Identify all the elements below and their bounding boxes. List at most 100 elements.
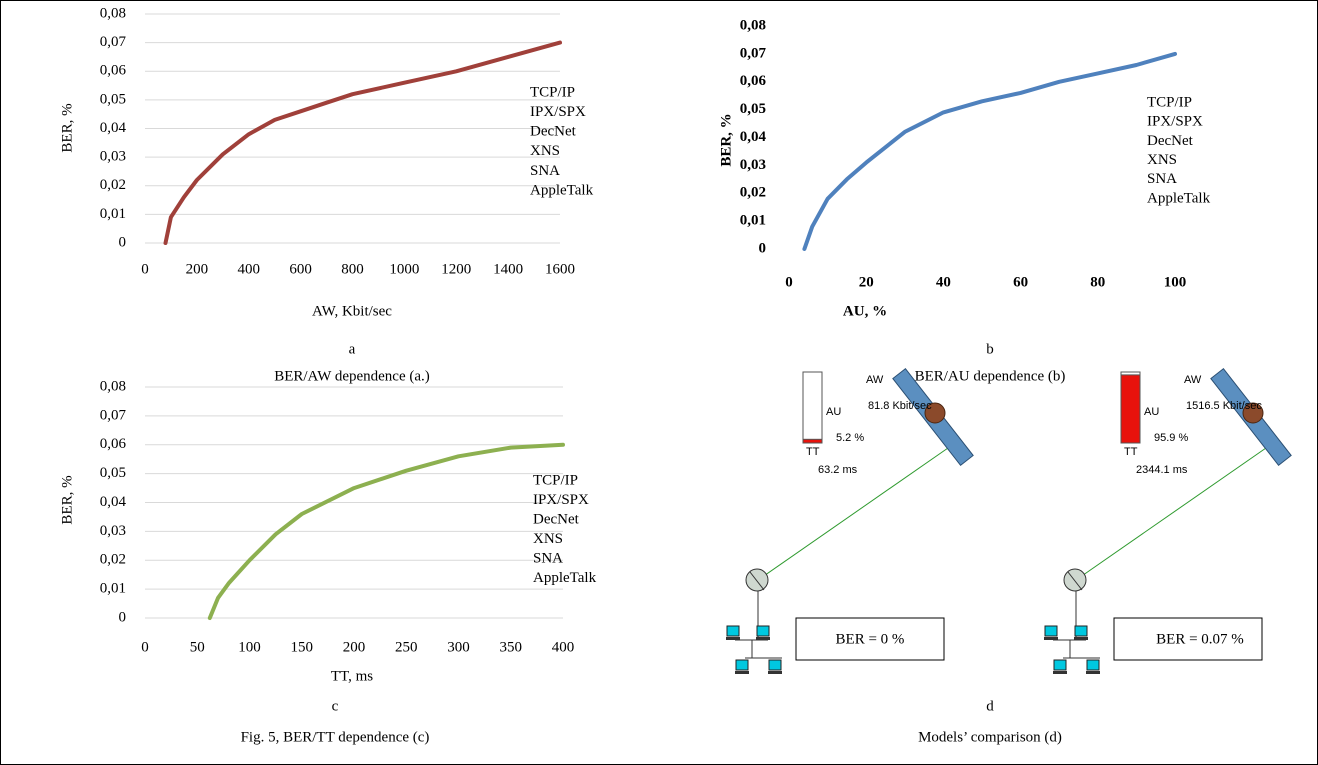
- keyboard: [1074, 637, 1088, 640]
- panel-label: b: [986, 341, 994, 357]
- y-tick-label: 0: [119, 609, 127, 625]
- model: AW 81.8 Kbit/sec AU 5.2 % TT 63.2 ms BER = 0 %: [726, 368, 974, 674]
- legend-label: IPX/SPX: [530, 104, 586, 120]
- computer: [726, 625, 740, 637]
- legend-label: TCP/IP: [533, 472, 578, 488]
- computer: [735, 659, 749, 671]
- computer: [768, 659, 782, 671]
- au-value: 95.9 %: [1154, 432, 1188, 444]
- aw-value: 1516.5 Kbit/sec: [1186, 400, 1262, 412]
- au-label: AU: [1144, 406, 1159, 418]
- legend-label: XNS: [530, 143, 560, 159]
- legend-label: XNS: [533, 531, 563, 547]
- aw-value: 81.8 Kbit/sec: [868, 400, 932, 412]
- panel-label: a: [349, 341, 356, 357]
- y-tick-label: 0,04: [100, 494, 127, 510]
- y-tick-label: 0,08: [100, 5, 126, 21]
- data-line: [207, 442, 565, 620]
- y-tick-label: 0: [119, 234, 127, 250]
- keyboard: [1086, 671, 1100, 674]
- x-tick-label: 200: [186, 261, 209, 277]
- keyboard: [768, 671, 782, 674]
- legend-label: SNA: [1147, 171, 1177, 187]
- x-tick-label: 0: [785, 274, 793, 290]
- x-tick-label: 100: [238, 639, 261, 655]
- x-tick-label: 1600: [545, 261, 575, 277]
- y-tick-label: 0: [759, 240, 767, 256]
- y-axis-title: BER, %: [718, 113, 734, 166]
- x-axis-title: TT, ms: [331, 668, 373, 684]
- x-tick-label: 300: [447, 639, 470, 655]
- y-tick-label: 0,07: [100, 34, 127, 50]
- x-axis-title: AW, Kbit/sec: [312, 303, 392, 319]
- data-line: [802, 51, 1177, 251]
- caption: BER/AU dependence (b): [915, 368, 1066, 384]
- y-tick-label: 0,05: [100, 465, 126, 481]
- x-tick-label: 600: [289, 261, 312, 277]
- aw-label: AW: [866, 374, 884, 386]
- y-tick-label: 0,01: [100, 206, 126, 222]
- dish: [745, 568, 769, 592]
- y-tick-label: 0,04: [100, 120, 127, 136]
- y-tick-label: 0,06: [100, 63, 127, 79]
- ber-value: BER = 0 %: [836, 631, 905, 647]
- legend-label: TCP/IP: [530, 84, 575, 100]
- legend-label: AppleTalk: [530, 182, 594, 198]
- computer: [1053, 659, 1067, 671]
- legend-label: IPX/SPX: [533, 492, 589, 508]
- y-tick-label: 0,04: [740, 129, 767, 145]
- tt-label: TT: [806, 446, 820, 458]
- dish-line: [1067, 571, 1083, 591]
- x-tick-label: 250: [395, 639, 418, 655]
- legend-label: DecNet: [533, 511, 580, 527]
- panel-label: d: [986, 698, 994, 714]
- tt-label: TT: [1124, 446, 1138, 458]
- legend-label: DecNet: [530, 124, 577, 140]
- y-tick-label: 0,07: [100, 407, 127, 423]
- y-tick-label: 0,06: [100, 436, 127, 452]
- data-line: [163, 40, 562, 245]
- keyboard: [726, 637, 740, 640]
- tt-value: 2344.1 ms: [1136, 464, 1188, 476]
- legend-label: IPX/SPX: [1147, 114, 1203, 130]
- satellite-body: [924, 402, 946, 424]
- y-tick-label: 0,07: [740, 45, 767, 61]
- computer: [756, 625, 770, 637]
- legend-label: AppleTalk: [1147, 190, 1211, 206]
- tt-value: 63.2 ms: [818, 464, 858, 476]
- au-value: 5.2 %: [836, 432, 864, 444]
- ber-box: [795, 617, 945, 661]
- legend-label: SNA: [530, 163, 560, 179]
- au-label: AU: [826, 406, 841, 418]
- y-tick-label: 0,01: [740, 213, 766, 229]
- y-axis-title: BER, %: [59, 475, 75, 524]
- x-tick-label: 400: [552, 639, 575, 655]
- model: AW 1516.5 Kbit/sec AU 95.9 % TT 2344.1 ms BER …: [1044, 368, 1292, 674]
- y-tick-label: 0,05: [740, 101, 766, 117]
- x-tick-label: 40: [936, 274, 951, 290]
- y-tick-label: 0,03: [100, 149, 126, 165]
- y-axis-title: BER, %: [59, 103, 75, 152]
- legend-label: TCP/IP: [1147, 94, 1192, 110]
- au-bar: [802, 438, 823, 444]
- x-tick-label: 200: [343, 639, 366, 655]
- au-bar-frame: [802, 371, 823, 444]
- aw-label: AW: [1184, 374, 1202, 386]
- legend-label: AppleTalk: [533, 570, 597, 586]
- y-tick-label: 0,02: [100, 552, 126, 568]
- x-tick-label: 0: [141, 261, 149, 277]
- x-tick-label: 1400: [493, 261, 523, 277]
- au-bar: [1120, 374, 1141, 444]
- x-tick-label: 0: [141, 639, 149, 655]
- x-tick-label: 60: [1013, 274, 1028, 290]
- x-tick-label: 800: [341, 261, 364, 277]
- x-tick-label: 50: [190, 639, 205, 655]
- link: [1075, 447, 1267, 581]
- x-tick-label: 400: [238, 261, 261, 277]
- caption: BER/AW dependence (a.): [274, 368, 430, 384]
- x-tick-label: 1200: [441, 261, 471, 277]
- y-tick-label: 0,01: [100, 581, 126, 597]
- computer: [1074, 625, 1088, 637]
- legend-label: DecNet: [1147, 133, 1194, 149]
